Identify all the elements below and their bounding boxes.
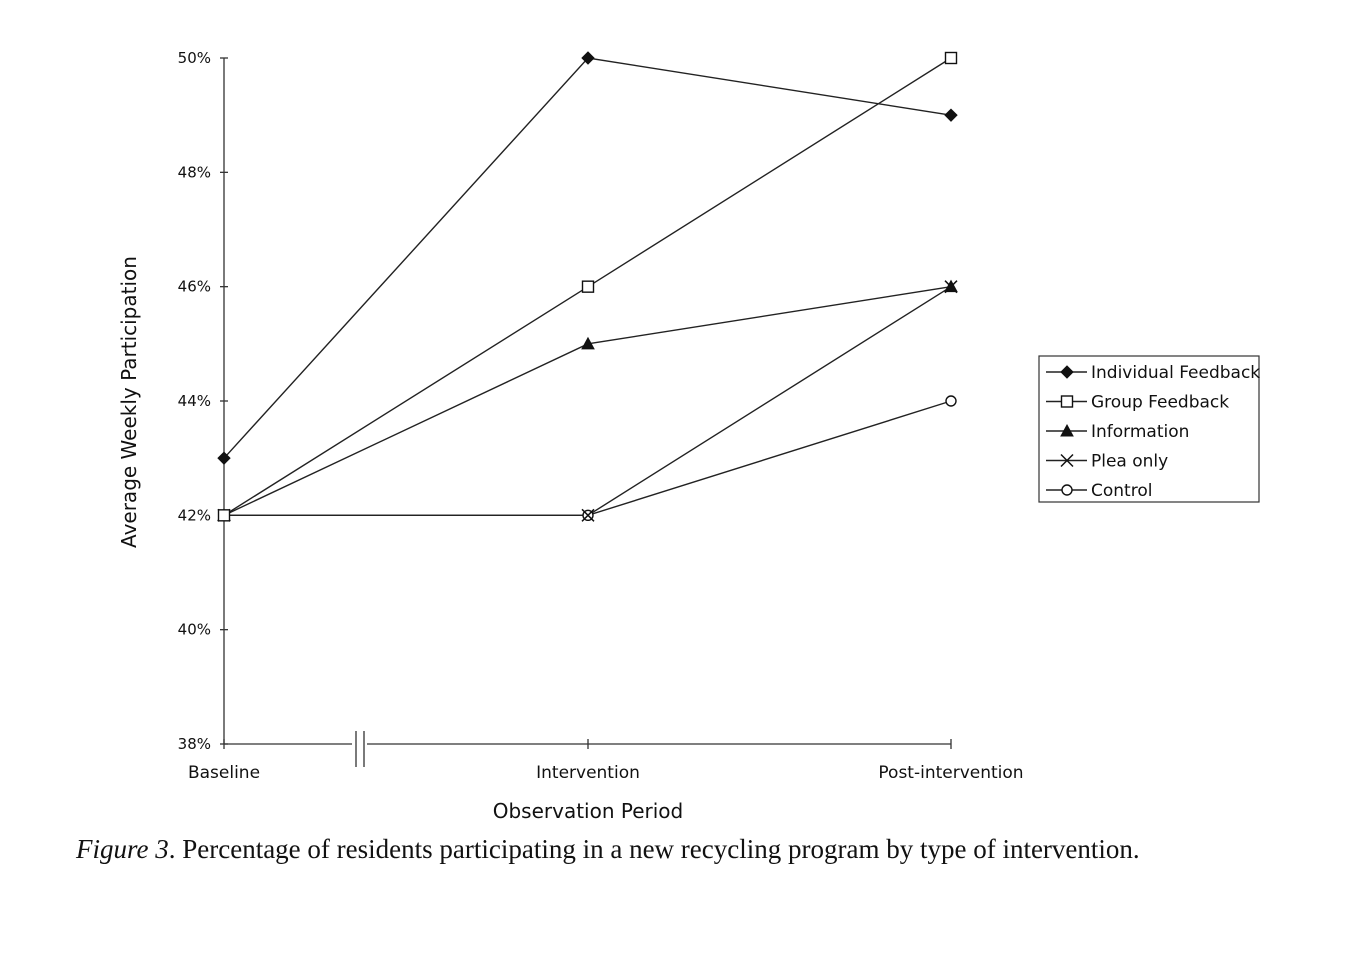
legend-label: Plea only [1091, 452, 1168, 472]
data-point-triangle [1060, 423, 1074, 437]
data-point-x [581, 508, 595, 522]
legend-label: Individual Feedback [1091, 363, 1260, 383]
legend-box [1038, 355, 1260, 503]
x-tick-label: Post-intervention [878, 763, 1023, 783]
data-point-square [581, 280, 595, 293]
y-tick-label: 38% [178, 735, 211, 753]
chart-markers [217, 51, 958, 522]
data-point-triangle [581, 336, 595, 350]
data-point-square [217, 509, 231, 522]
data-point-diamond [1060, 365, 1074, 379]
y-tick-label: 40% [178, 621, 211, 639]
y-tick-label: 46% [178, 278, 211, 296]
data-point-x [1060, 453, 1074, 468]
data-point-circle [1061, 484, 1073, 496]
chart-legend: Individual Feedback Group Feedback Informa… [1038, 355, 1260, 503]
data-point-diamond [581, 51, 595, 65]
data-point-circle [945, 395, 957, 407]
y-tick-label: 42% [178, 506, 211, 524]
y-tick-label: 50% [178, 49, 211, 67]
data-point-square [944, 51, 958, 65]
x-tick-label: Baseline [188, 763, 260, 783]
legend-label: Information [1091, 422, 1189, 442]
data-point-diamond [944, 108, 958, 122]
data-point-triangle [944, 279, 958, 293]
x-tick-label: Intervention [536, 763, 640, 783]
y-axis-title: Average Weekly Participation [117, 256, 141, 548]
caption-text: . Percentage of residents participating … [168, 834, 1140, 864]
series-line-information [223, 285, 952, 516]
figure-caption: Figure 3. Percentage of residents partic… [76, 834, 1326, 865]
y-tick-label: 44% [178, 392, 211, 410]
y-tick-label: 48% [178, 163, 211, 181]
figure-label: Figure 3 [76, 834, 169, 864]
legend-label: Control [1091, 481, 1152, 501]
legend-label: Group Feedback [1091, 393, 1229, 413]
series-line-individual-feedback [223, 57, 952, 459]
chart-axes: 38% 40% 42% 44% 46% 48% 50% Baseline Interventio… [178, 49, 1024, 783]
x-axis-title: Observation Period [493, 799, 684, 823]
data-point-diamond [217, 451, 231, 465]
series-line-control [224, 400, 952, 517]
data-point-square [1060, 395, 1074, 408]
series-line-plea-only [224, 286, 952, 517]
